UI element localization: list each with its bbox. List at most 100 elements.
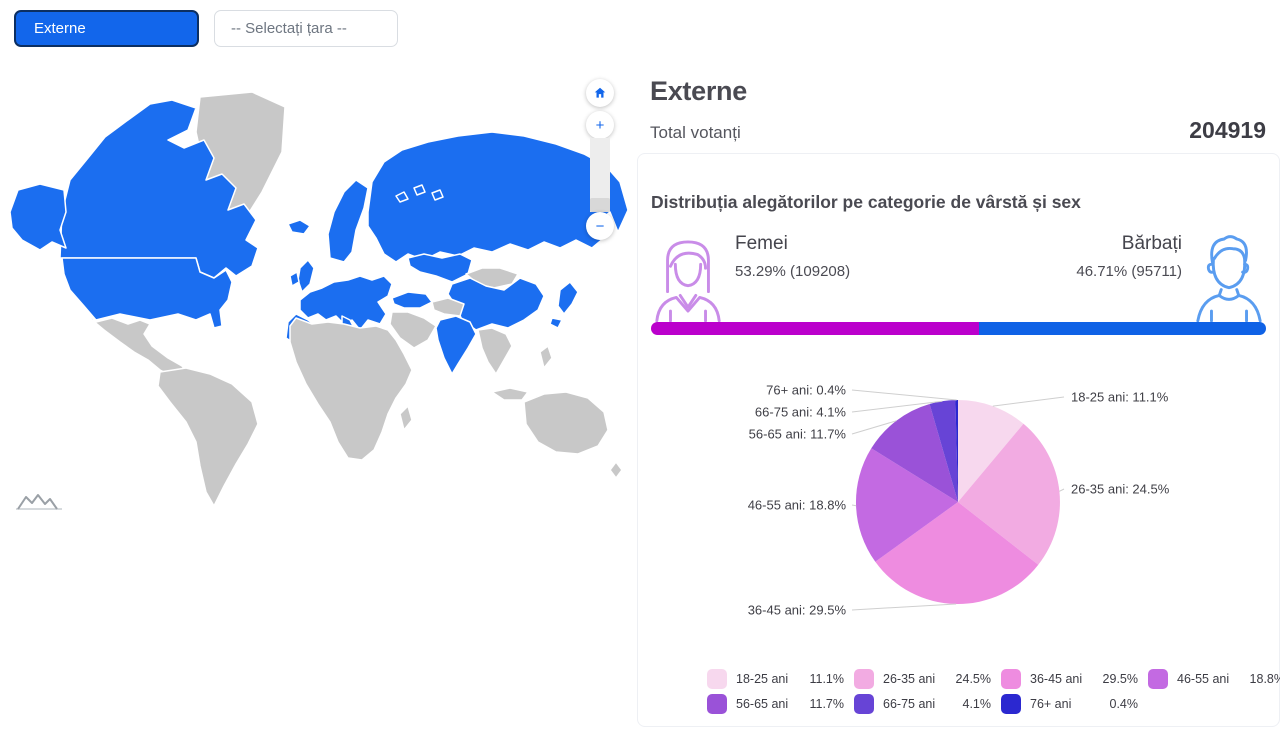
pie-leader-line (851, 389, 957, 401)
pie-label-18-25 ani: 18-25 ani: 11.1% (1071, 390, 1169, 405)
gender-row: Femei 53.29% (109208) Bărbați 46.71% (95… (651, 229, 1266, 323)
map-region-australia[interactable] (523, 391, 609, 455)
map-region-indonesia-west[interactable] (491, 387, 529, 401)
legend-label: 76+ ani (1030, 697, 1072, 711)
legend-label: 46-55 ani (1177, 672, 1230, 686)
map-region-new-zealand[interactable] (609, 461, 623, 479)
male-label: Bărbați (1121, 233, 1182, 254)
map-zoom-slider[interactable] (590, 138, 610, 212)
country-select[interactable]: -- Selectați țara -- (214, 10, 398, 47)
externe-button[interactable]: Externe (14, 10, 199, 47)
legend-percent: 18.8% (1249, 672, 1280, 686)
page-title: Externe (650, 76, 747, 106)
map-region-arabia[interactable] (389, 311, 437, 349)
map-home-button[interactable] (586, 79, 614, 107)
world-map-svg (9, 91, 629, 507)
pie-leader-line (851, 420, 897, 435)
map-region-arctic-islands-2[interactable] (413, 184, 426, 196)
legend-item-18-25 ani[interactable]: 18-25 ani 11.1% (707, 669, 854, 689)
pie-slice-56-65 ani[interactable] (871, 404, 958, 502)
map-zoom-in-button[interactable]: + (586, 111, 614, 139)
total-voters-value: 204919 (1189, 117, 1266, 143)
legend-percent: 24.5% (955, 672, 991, 686)
female-bar-segment (651, 322, 979, 335)
legend-item-36-45 ani[interactable]: 36-45 ani 29.5% (1001, 669, 1148, 689)
legend-percent: 11.1% (809, 672, 844, 686)
legend-item-26-35 ani[interactable]: 26-35 ani 24.5% (854, 669, 1001, 689)
female-stat: 53.29% (109208) (735, 263, 851, 280)
stats-panel: Externe Total votanți 204919 Distribuția… (637, 62, 1280, 727)
map-region-india[interactable] (435, 315, 477, 375)
legend-label: 18-25 ani (736, 672, 789, 686)
map-region-usa[interactable] (61, 257, 233, 329)
map-region-south-america[interactable] (157, 367, 259, 507)
map-region-canada[interactable] (59, 99, 259, 279)
distribution-title: Distribuția alegătorilor pe categorie de… (651, 192, 1081, 212)
legend-label: 36-45 ani (1030, 672, 1083, 686)
pie-slice-76+ ani[interactable] (955, 399, 958, 502)
legend-label: 66-75 ani (883, 697, 936, 711)
female-label: Femei (735, 233, 788, 254)
legend-item-46-55 ani[interactable]: 46-55 ani 18.8% (1148, 669, 1280, 689)
pie-slice-26-35 ani[interactable] (958, 423, 1060, 565)
legend-label: 56-65 ani (736, 697, 789, 711)
pie-slice-46-55 ani[interactable] (855, 448, 958, 562)
map-region-indochina[interactable] (477, 327, 513, 375)
map-zoom-slider-thumb[interactable] (590, 198, 610, 212)
map-region-alaska[interactable] (9, 183, 67, 251)
legend-swatch (707, 694, 727, 714)
total-voters-label: Total votanți (650, 123, 741, 142)
map-region-iceland[interactable] (287, 219, 311, 235)
map-region-japan-south[interactable] (549, 317, 563, 329)
pie-label-56-65 ani: 56-65 ani: 11.7% (749, 427, 847, 442)
pie-slice-18-25 ani[interactable] (958, 400, 1024, 502)
legend-item-66-75 ani[interactable]: 66-75 ani 4.1% (854, 694, 1001, 714)
total-voters-row: Total votanți 204919 (650, 117, 1266, 144)
map-region-scandinavia[interactable] (327, 179, 369, 263)
map-region-ireland[interactable] (289, 271, 300, 287)
map-region-central-asia[interactable] (407, 253, 473, 283)
pie-slice-36-45 ani[interactable] (875, 502, 1039, 604)
pie-label-36-45 ani: 36-45 ani: 29.5% (748, 603, 847, 618)
legend-swatch (854, 694, 874, 714)
pie-label-26-35 ani: 26-35 ani: 24.5% (1071, 482, 1170, 497)
map-region-mexico[interactable] (83, 307, 191, 379)
map-region-uk[interactable] (297, 259, 315, 293)
female-block: Femei 53.29% (109208) (651, 229, 851, 323)
map-region-madagascar[interactable] (399, 405, 413, 431)
legend-label: 26-35 ani (883, 672, 936, 686)
map-region-philippines[interactable] (539, 345, 553, 369)
map-region-turkey[interactable] (391, 291, 433, 309)
male-stat: 46.71% (95711) (1076, 263, 1182, 280)
map-region-africa[interactable] (289, 317, 413, 461)
legend-item-76+ ani[interactable]: 76+ ani 0.4% (1001, 694, 1148, 714)
legend-swatch (854, 669, 874, 689)
pie-label-46-55 ani: 46-55 ani: 18.8% (748, 498, 847, 513)
legend-swatch (1001, 669, 1021, 689)
male-block: Bărbați 46.71% (95711) (1076, 229, 1266, 323)
map-region-japan-north[interactable] (557, 281, 579, 315)
male-bar-segment (978, 322, 1266, 335)
pie-slice-66-75 ani[interactable] (929, 400, 958, 502)
legend-percent: 0.4% (1109, 697, 1139, 711)
legend-item-56-65 ani[interactable]: 56-65 ani 11.7% (707, 694, 854, 714)
map-region-arctic-islands-3[interactable] (431, 189, 444, 201)
map-region-arctic-islands-1[interactable] (395, 191, 409, 203)
legend-swatch (1001, 694, 1021, 714)
map-region-iran[interactable] (431, 297, 465, 317)
map-controls: + − (586, 62, 614, 312)
pie-leader-line (851, 504, 857, 507)
female-icon (655, 240, 721, 323)
pie-legend: 18-25 ani 11.1% 26-35 ani 24.5% 36-45 ani 29.… (707, 669, 1280, 714)
gender-ratio-bar (651, 322, 1266, 335)
male-icon (1196, 235, 1262, 323)
world-map[interactable]: + − (0, 62, 632, 522)
home-icon (594, 87, 606, 98)
map-region-europe[interactable] (299, 275, 393, 331)
legend-swatch (707, 669, 727, 689)
legend-percent: 11.7% (809, 697, 844, 711)
pie-leader-line (992, 396, 1065, 407)
legend-percent: 4.1% (962, 697, 992, 711)
map-zoom-out-button[interactable]: − (586, 212, 614, 240)
